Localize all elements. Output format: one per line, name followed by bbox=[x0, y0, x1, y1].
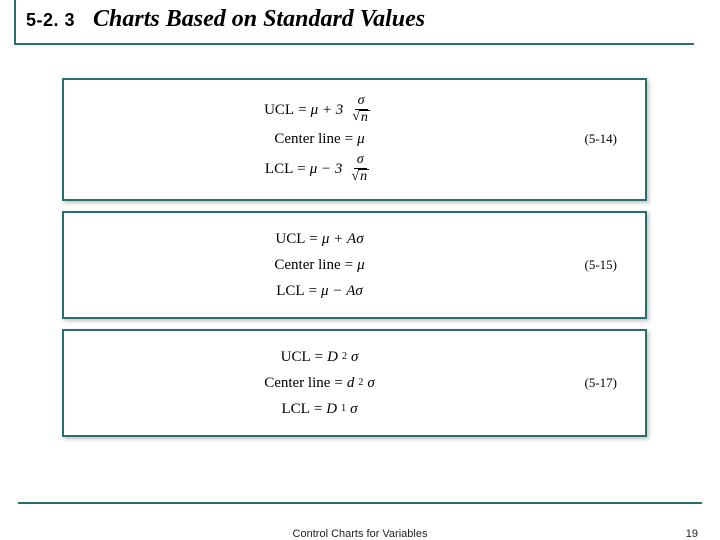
equation-block-1: UCL = μ + 3 σ n Center line = μ bbox=[80, 92, 559, 187]
eq-lhs: UCL bbox=[281, 345, 311, 369]
eq-equals: = bbox=[345, 253, 353, 277]
title-bar: 5-2. 3 Charts Based on Standard Values bbox=[14, 0, 694, 45]
equation-number-1: (5-14) bbox=[559, 131, 629, 147]
equation-number-3: (5-17) bbox=[559, 375, 629, 391]
sqrt-radicand: n bbox=[359, 110, 370, 126]
equation-panel-1: UCL = μ + 3 σ n Center line = μ bbox=[62, 78, 647, 201]
eq-rhs: μ bbox=[357, 253, 365, 277]
eq-rhs: μ + Aσ bbox=[322, 227, 364, 251]
footer-rule bbox=[18, 502, 702, 504]
eq-lhs: Center line bbox=[274, 127, 340, 151]
eq-rhs-sym: D bbox=[326, 397, 337, 421]
fraction-icon: σ n bbox=[349, 94, 373, 125]
eq-rhs-prefix: μ − 3 bbox=[310, 157, 343, 181]
eq-equals: = bbox=[309, 279, 317, 303]
section-title: Charts Based on Standard Values bbox=[93, 6, 425, 33]
sqrt-icon: n bbox=[351, 169, 369, 185]
section-number: 5-2. 3 bbox=[26, 10, 75, 31]
equation-panel-3: UCL = D2σ Center line = d2σ LCL = D1σ (5… bbox=[62, 329, 647, 437]
eq-lhs: LCL bbox=[265, 157, 293, 181]
fraction-denominator: n bbox=[348, 169, 372, 185]
eq-equals: = bbox=[298, 98, 306, 122]
eq-lhs: LCL bbox=[281, 397, 309, 421]
eq-center-2: Center line = μ bbox=[80, 253, 559, 277]
equation-block-3: UCL = D2σ Center line = d2σ LCL = D1σ bbox=[80, 343, 559, 423]
page-number: 19 bbox=[686, 528, 698, 540]
equation-number-2: (5-15) bbox=[559, 257, 629, 273]
eq-equals: = bbox=[297, 157, 305, 181]
eq-lhs: Center line bbox=[274, 253, 340, 277]
fraction-icon: σ n bbox=[348, 153, 372, 184]
equation-block-2: UCL = μ + Aσ Center line = μ LCL = μ − A… bbox=[80, 225, 559, 305]
eq-rhs: μ − Aσ bbox=[321, 279, 363, 303]
eq-rhs: μ bbox=[357, 127, 365, 151]
eq-lhs: LCL bbox=[276, 279, 304, 303]
eq-equals: = bbox=[309, 227, 317, 251]
eq-rhs-tail: σ bbox=[351, 345, 358, 369]
eq-center-3: Center line = d2σ bbox=[80, 371, 559, 395]
eq-equals: = bbox=[345, 127, 353, 151]
eq-lhs: Center line bbox=[264, 371, 330, 395]
eq-rhs-sym: d bbox=[347, 371, 355, 395]
eq-lhs: UCL bbox=[264, 98, 294, 122]
eq-lhs: UCL bbox=[275, 227, 305, 251]
fraction-numerator: σ bbox=[354, 153, 367, 169]
eq-lcl-2: LCL = μ − Aσ bbox=[80, 279, 559, 303]
sqrt-radicand: n bbox=[358, 169, 369, 185]
eq-rhs-tail: σ bbox=[350, 397, 357, 421]
eq-equals: = bbox=[315, 345, 323, 369]
eq-equals: = bbox=[334, 371, 342, 395]
eq-lcl-3: LCL = D1σ bbox=[80, 397, 559, 421]
equation-panel-2: UCL = μ + Aσ Center line = μ LCL = μ − A… bbox=[62, 211, 647, 319]
eq-center-1: Center line = μ bbox=[80, 127, 559, 151]
eq-rhs-tail: σ bbox=[367, 371, 374, 395]
eq-ucl-1: UCL = μ + 3 σ n bbox=[80, 94, 559, 125]
panels-container: UCL = μ + 3 σ n Center line = μ bbox=[62, 78, 647, 447]
eq-rhs-sym: D bbox=[327, 345, 338, 369]
fraction-denominator: n bbox=[349, 110, 373, 126]
eq-equals: = bbox=[314, 397, 322, 421]
footer-title: Control Charts for Variables bbox=[293, 528, 428, 540]
eq-rhs-prefix: μ + 3 bbox=[311, 98, 344, 122]
eq-lcl-1: LCL = μ − 3 σ n bbox=[80, 153, 559, 184]
sqrt-icon: n bbox=[352, 110, 370, 126]
fraction-numerator: σ bbox=[355, 94, 368, 110]
title-row: 5-2. 3 Charts Based on Standard Values bbox=[26, 6, 694, 33]
eq-ucl-3: UCL = D2σ bbox=[80, 345, 559, 369]
eq-ucl-2: UCL = μ + Aσ bbox=[80, 227, 559, 251]
